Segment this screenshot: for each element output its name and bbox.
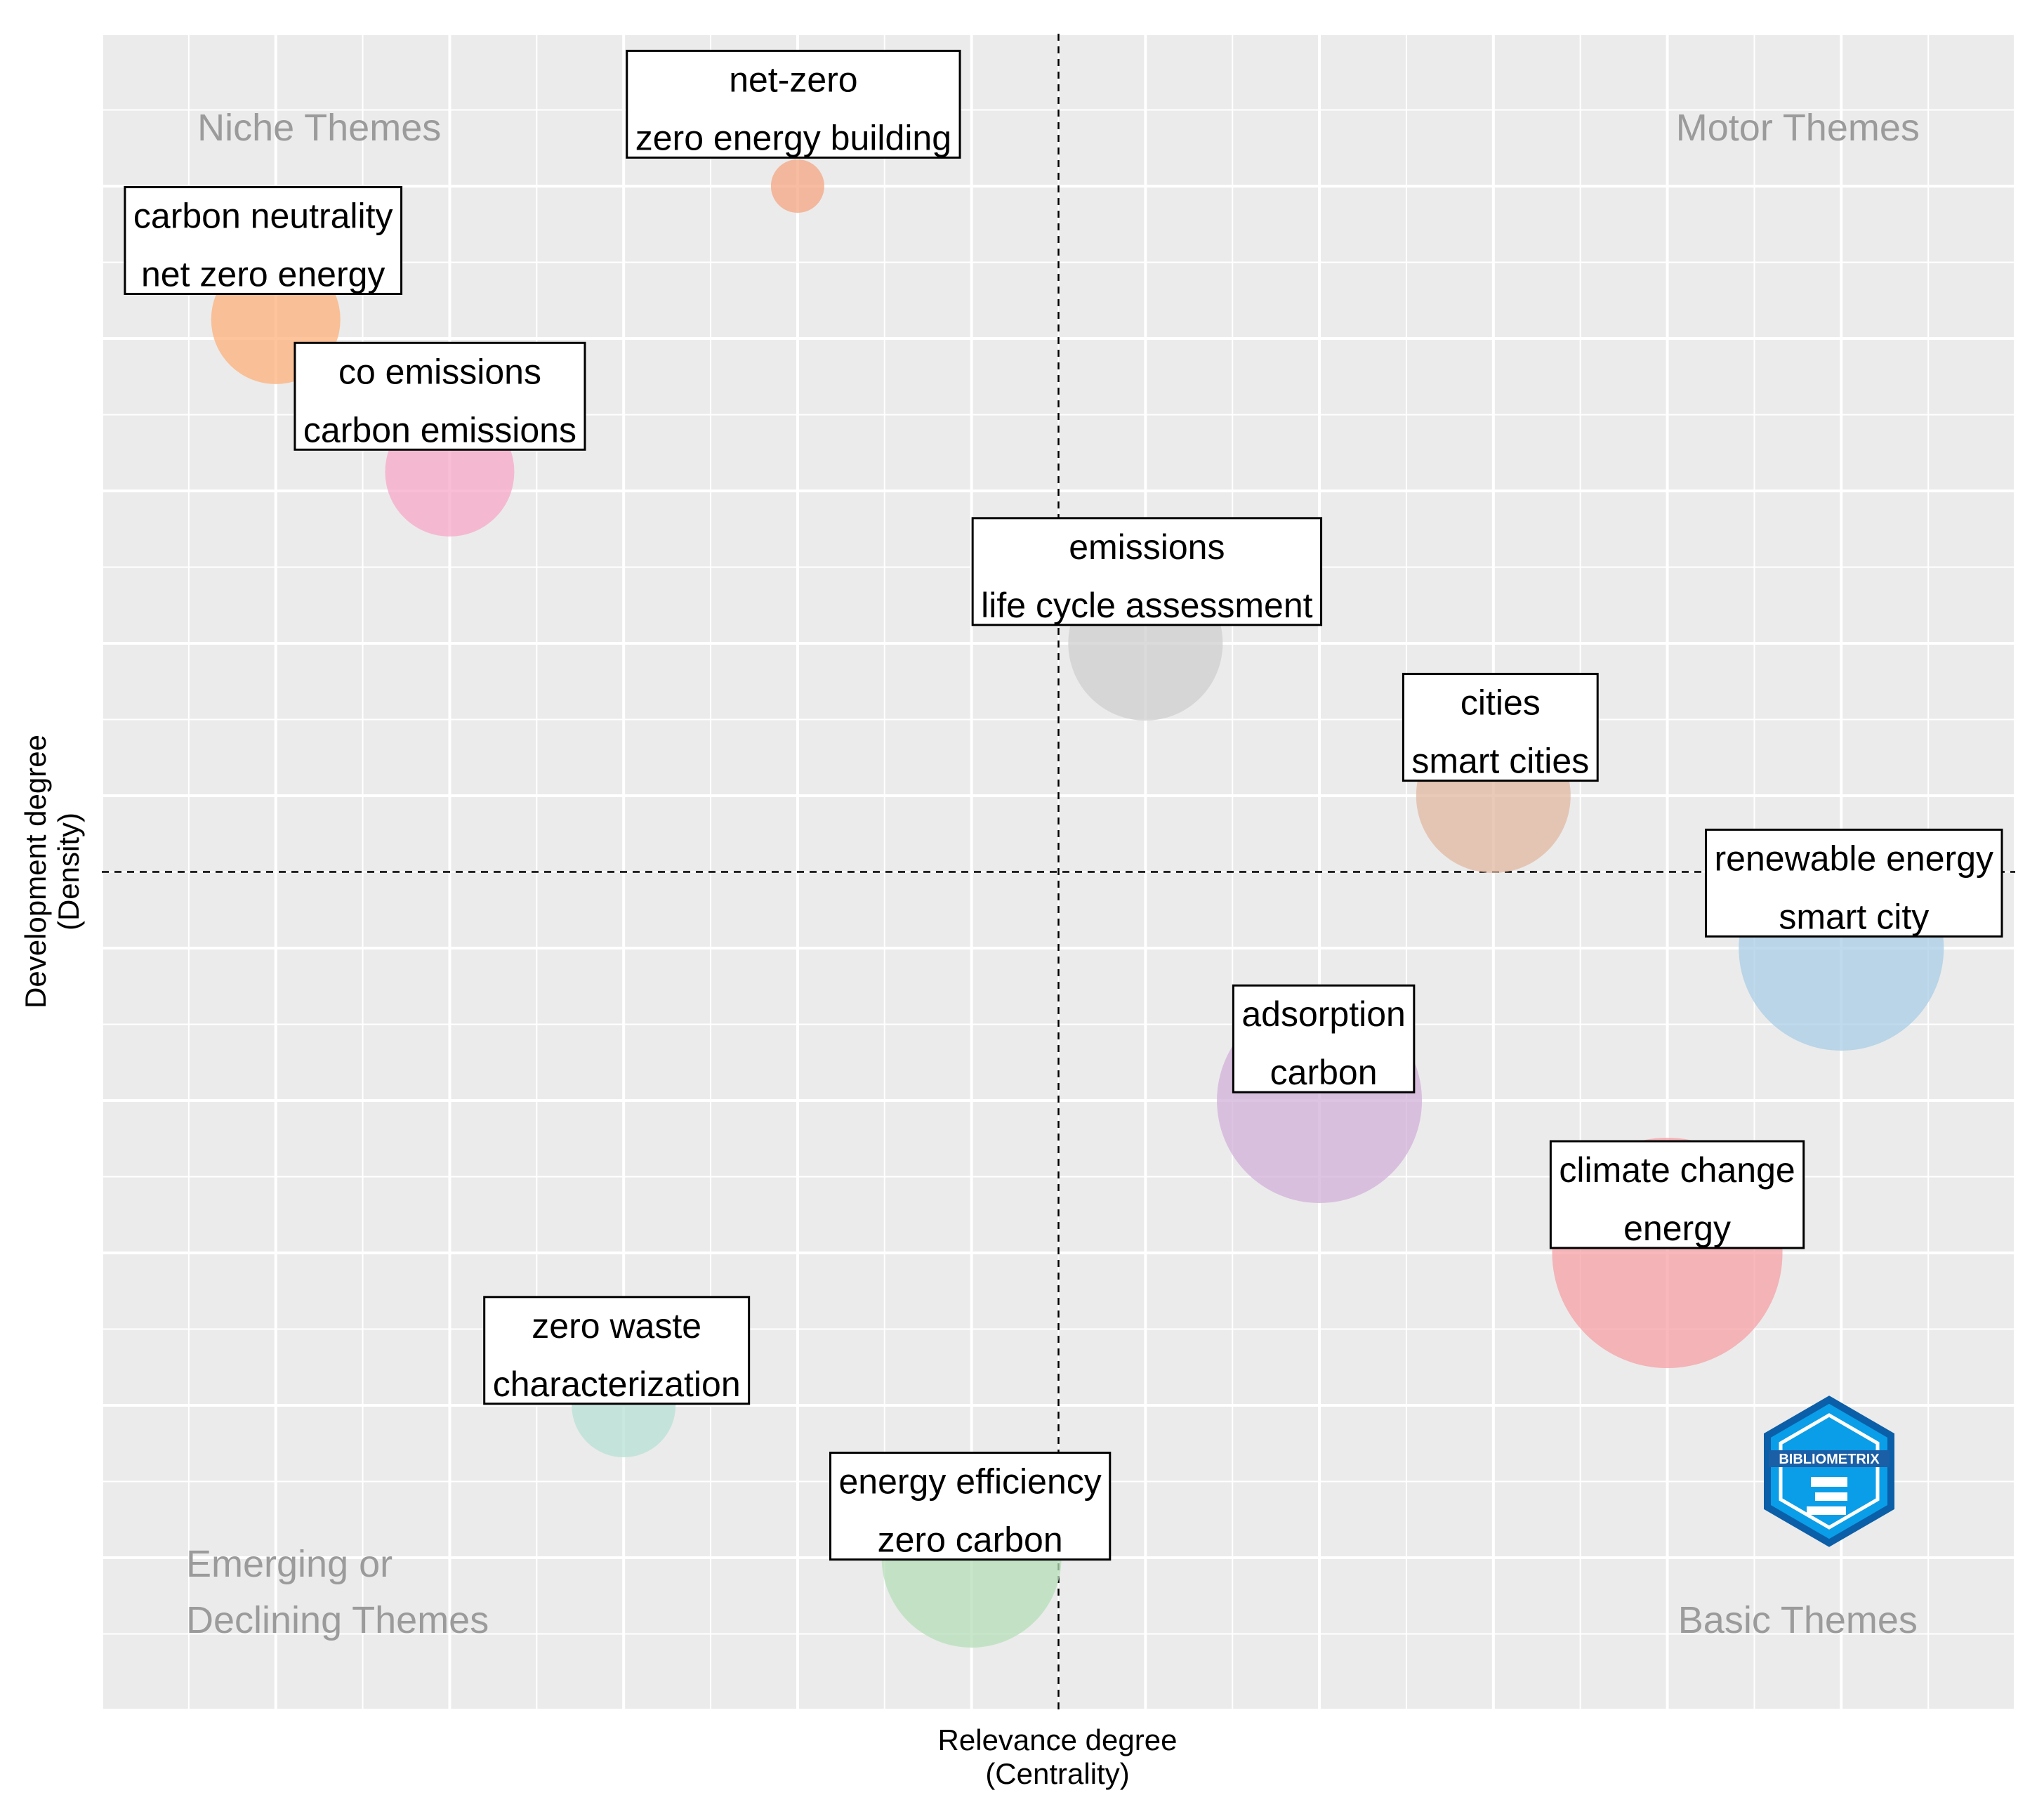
y-axis-title: Development degree (Density) [19, 735, 85, 1009]
cluster-label-text: smart city [1779, 897, 1929, 936]
quadrant-label-bottom-left-line-2: Declining Themes [186, 1599, 489, 1641]
cluster-label-text: renewable energy [1715, 839, 1994, 878]
cluster-label-box [483, 1296, 751, 1405]
y-axis-title-line-1: Development degree [19, 735, 52, 1009]
cluster-bubble [770, 159, 824, 213]
cluster-label-box [1402, 673, 1599, 782]
cluster-label: carbon neutrality net zero energy [124, 185, 403, 295]
cluster-label-text: smart cities [1411, 742, 1589, 781]
quadrant-label-bottom-left-line-1: Emerging or [186, 1543, 393, 1585]
cluster-label-box [1705, 828, 2003, 938]
cluster-label-text: zero carbon [878, 1520, 1063, 1560]
cluster-label: climate change energy [1549, 1140, 1805, 1249]
cluster-label-box [971, 517, 1323, 626]
cluster-label: co emissions carbon emissions [294, 341, 586, 451]
quadrant-label-bottom-right: Basic Themes [1678, 1599, 1918, 1641]
cluster-label-text: net zero energy [141, 254, 385, 294]
cluster-label: adsorption carbon [1232, 984, 1416, 1093]
cluster-label-text: zero energy building [635, 118, 951, 157]
cluster-label-text: zero waste [532, 1306, 701, 1346]
cluster-label-text: characterization [493, 1365, 741, 1404]
cluster-label-text: carbon emissions [303, 410, 576, 449]
cluster-label-text: emissions [1069, 527, 1225, 567]
cluster-label-text: cities [1461, 683, 1541, 723]
cluster-label: net-zero zero energy building [626, 49, 961, 159]
cluster-label-box [294, 341, 586, 451]
cluster-label-text: climate change [1559, 1150, 1795, 1190]
cluster-label-box [1232, 984, 1416, 1093]
cluster-label-text: adsorption [1241, 994, 1406, 1034]
cluster-label: energy efficiency zero carbon [829, 1452, 1112, 1561]
cluster-label: renewable energy smart city [1705, 828, 2003, 938]
bibliometrix-logo-icon: BIBLIOMETRIX [1764, 1395, 1894, 1547]
cluster-label-box [124, 185, 403, 295]
cluster-label-text: energy efficiency [838, 1462, 1101, 1502]
cluster-label-text: co emissions [338, 352, 541, 391]
cluster-label-text: net-zero [729, 60, 857, 99]
cluster-label: cities smart cities [1402, 673, 1599, 782]
x-axis-title: Relevance degree (Centrality) [938, 1723, 1178, 1790]
cluster-label-box [626, 49, 961, 159]
cluster-label-text: carbon neutrality [133, 196, 393, 235]
cluster-label-box [1549, 1140, 1805, 1249]
quadrant-label-top-left: Niche Themes [197, 107, 441, 149]
quadrant-labels: Niche Themes Motor Themes Emerging or Decli… [186, 107, 1920, 1641]
cluster-label-text: energy [1623, 1209, 1731, 1248]
cluster-label: zero waste characterization [483, 1296, 751, 1405]
quadrant-label-top-right: Motor Themes [1676, 107, 1920, 149]
x-axis-title-line-2: (Centrality) [985, 1757, 1129, 1790]
cluster-label: emissions life cycle assessment [971, 517, 1323, 626]
logo-text: BIBLIOMETRIX [1779, 1452, 1880, 1467]
y-axis-title-line-2: (Density) [52, 813, 85, 931]
cluster-labels: net-zero zero energy building carbon neutr… [124, 49, 2003, 1561]
cluster-label-box [829, 1452, 1112, 1561]
x-axis-title-line-1: Relevance degree [938, 1723, 1178, 1756]
cluster-label-text: carbon [1270, 1053, 1378, 1092]
reference-lines [102, 34, 2015, 1710]
cluster-label-text: life cycle assessment [981, 586, 1312, 625]
